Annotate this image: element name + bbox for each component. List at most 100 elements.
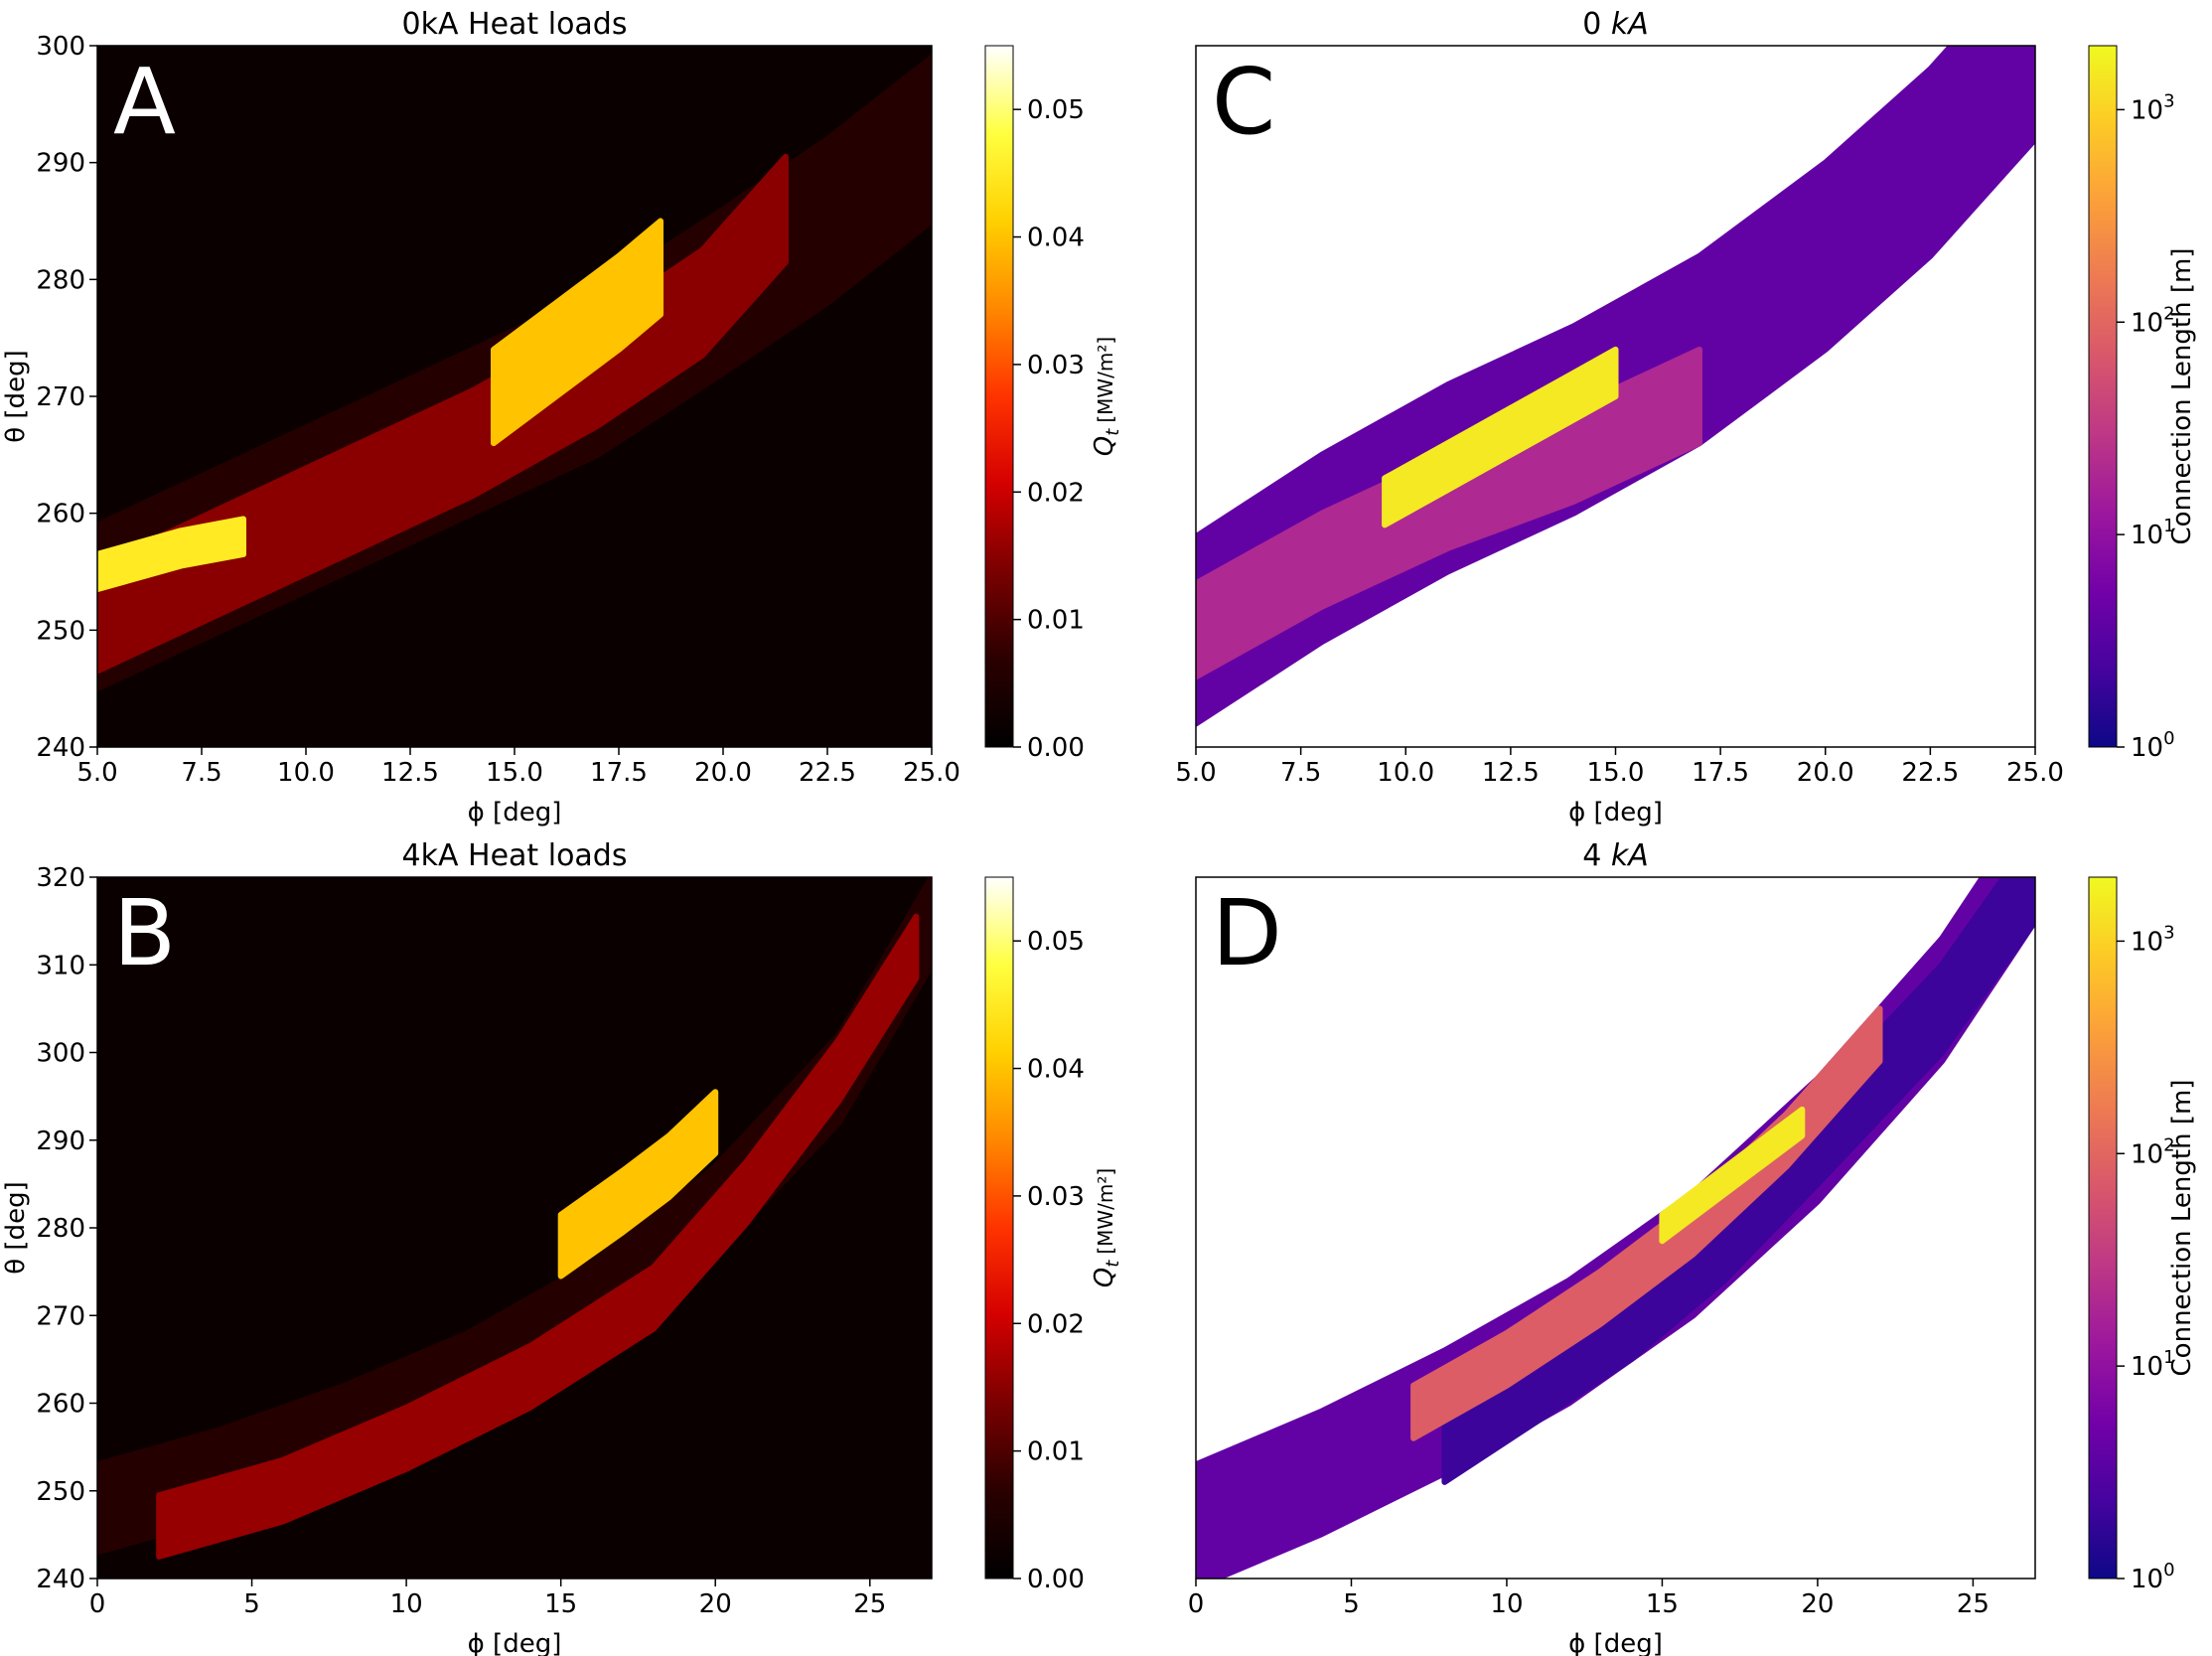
colorbar-tick-label: 0.01 — [1027, 606, 1085, 636]
heatmap-layer — [1196, 877, 2035, 1579]
y-tick-label: 260 — [36, 500, 85, 529]
y-tick-label: 310 — [36, 951, 85, 980]
y-tick-label: 300 — [36, 1039, 85, 1069]
y-tick-label: 270 — [36, 382, 85, 412]
colorbar-tick-label: 101 — [2131, 1347, 2175, 1382]
title-number: 0 — [1582, 7, 1611, 42]
x-tick-label: 20.0 — [1797, 758, 1854, 788]
x-tick-label: 7.5 — [1280, 758, 1321, 788]
x-tick-label: 10.0 — [1377, 758, 1434, 788]
y-tick-label: 280 — [36, 1214, 85, 1244]
y-tick-label: 280 — [36, 265, 85, 295]
x-axis-label: ϕ [deg] — [468, 1629, 562, 1656]
colorbar-label: Connection Length [m] — [2167, 1080, 2197, 1377]
heatmap-band-4 — [97, 516, 246, 593]
panel-b: 0 5 10 15 20 25 240 250 260 270 280 290 300 310 320 4kA… — [1, 838, 1123, 1656]
x-tick-label: 5 — [243, 1589, 260, 1619]
x-tick-label: 0 — [89, 1589, 106, 1619]
heatmap-band-3 — [1382, 346, 1619, 528]
colorbar — [984, 876, 1014, 1580]
colorbar-tick-exponent: 2 — [2163, 1134, 2174, 1155]
heatmap-layer — [1196, 46, 2035, 727]
y-tick-label: 260 — [36, 1390, 85, 1420]
title-unit: kA — [1611, 838, 1649, 873]
y-tick-label: 250 — [36, 616, 85, 646]
chart-title: 0 kA — [1582, 7, 1649, 42]
colorbar-label-unit: [MW/m²] — [1094, 337, 1117, 423]
y-axis-label: θ [deg] — [1, 350, 31, 442]
y-tick-label: 290 — [36, 1127, 85, 1156]
x-tick-label: 25.0 — [2006, 758, 2064, 788]
colorbar — [984, 45, 1014, 748]
colorbar — [2088, 45, 2118, 748]
colorbar-label: Qt [MW/m²] — [1090, 337, 1123, 456]
heatmap-band-2 — [156, 913, 920, 1560]
x-tick-label: 5 — [1343, 1589, 1360, 1619]
panel-d: 0 5 10 15 20 254 kAϕ [deg]D100101102103Connec… — [1188, 838, 2197, 1656]
title-unit: kA — [1611, 7, 1649, 42]
colorbar-label-sub: t — [1103, 1260, 1123, 1268]
x-tick-label: 12.5 — [381, 758, 439, 788]
y-tick-label: 320 — [36, 863, 85, 893]
heatmap-layer — [97, 54, 932, 692]
x-tick-label: 5.0 — [76, 758, 117, 788]
plot-frame — [1195, 876, 2036, 1580]
colorbar-tick-label: 0.02 — [1027, 478, 1085, 508]
heatmap-band-3 — [1410, 1005, 1883, 1441]
colorbar-label-main: Q — [1090, 436, 1119, 456]
chart-title: 4kA Heat loads — [402, 838, 628, 873]
colorbar-label-main: Q — [1090, 1268, 1119, 1287]
x-tick-label: 25 — [853, 1589, 886, 1619]
colorbar-tick-label: 0.01 — [1027, 1437, 1085, 1467]
y-tick-label: 250 — [36, 1477, 85, 1507]
x-tick-label: 22.5 — [799, 758, 856, 788]
x-tick-label: 15.0 — [1587, 758, 1645, 788]
colorbar-tick-label: 0.02 — [1027, 1309, 1085, 1339]
y-tick-label: 240 — [36, 1565, 85, 1594]
x-tick-label: 10 — [390, 1589, 423, 1619]
colorbar-tick-exponent: 1 — [2163, 1347, 2174, 1368]
x-tick-label: 20 — [1801, 1589, 1834, 1619]
y-axis-label: θ [deg] — [1, 1181, 31, 1274]
panel-a: 5.0 7.5 10.0 12.5 15.0 17.5 20.0 22.5 25.0 240 250… — [1, 7, 1123, 828]
colorbar-tick-exponent: 3 — [2163, 90, 2174, 111]
x-tick-label: 25 — [1957, 1589, 1990, 1619]
heatmap-band-3 — [557, 1089, 719, 1280]
heatmap-band-3 — [491, 218, 664, 447]
heatmap-band-1 — [1196, 877, 2035, 1579]
colorbar-tick-exponent: 2 — [2163, 303, 2174, 324]
panel-letter: A — [113, 49, 176, 155]
colorbar-tick-exponent: 0 — [2163, 728, 2174, 749]
y-tick-label: 240 — [36, 733, 85, 763]
x-tick-label: 0 — [1188, 1589, 1205, 1619]
x-tick-label: 25.0 — [903, 758, 960, 788]
colorbar-tick-label: 0.00 — [1027, 1565, 1085, 1594]
panel-c: 5.0 7.5 10.0 12.5 15.0 17.5 20.0 22.5 25.0 0 kA ϕ … — [1175, 7, 2197, 828]
x-tick-label: 20 — [699, 1589, 732, 1619]
colorbar-tick-exponent: 3 — [2163, 922, 2174, 943]
x-tick-label: 20.0 — [694, 758, 752, 788]
x-tick-label: 7.5 — [181, 758, 221, 788]
colorbar-tick-label: 0.03 — [1027, 1182, 1085, 1212]
colorbar-tick-label: 0.03 — [1027, 351, 1085, 380]
colorbar-tick-label: 0.04 — [1027, 1055, 1085, 1085]
colorbar-label: Qt [MW/m²] — [1090, 1168, 1123, 1287]
colorbar-label-unit: [MW/m²] — [1094, 1168, 1117, 1255]
colorbar-tick-label: 0.00 — [1027, 733, 1085, 763]
heatmap-band-2 — [97, 153, 789, 675]
x-tick-label: 17.5 — [590, 758, 648, 788]
x-tick-label: 15 — [1646, 1589, 1679, 1619]
panel-letter: C — [1212, 49, 1275, 155]
colorbar-label-sub: t — [1103, 428, 1123, 436]
x-tick-label: 22.5 — [1901, 758, 1959, 788]
chart-title: 0kA Heat loads — [402, 7, 628, 42]
colorbar-tick-label: 0.04 — [1027, 224, 1085, 253]
colorbar — [2088, 876, 2118, 1580]
x-tick-label: 12.5 — [1482, 758, 1540, 788]
y-tick-label: 290 — [36, 149, 85, 179]
panel-letter: D — [1212, 880, 1282, 986]
heatmap-layer — [97, 877, 932, 1560]
heatmap-band-4 — [1659, 1106, 1806, 1245]
colorbar-tick-label: 0.05 — [1027, 927, 1085, 957]
